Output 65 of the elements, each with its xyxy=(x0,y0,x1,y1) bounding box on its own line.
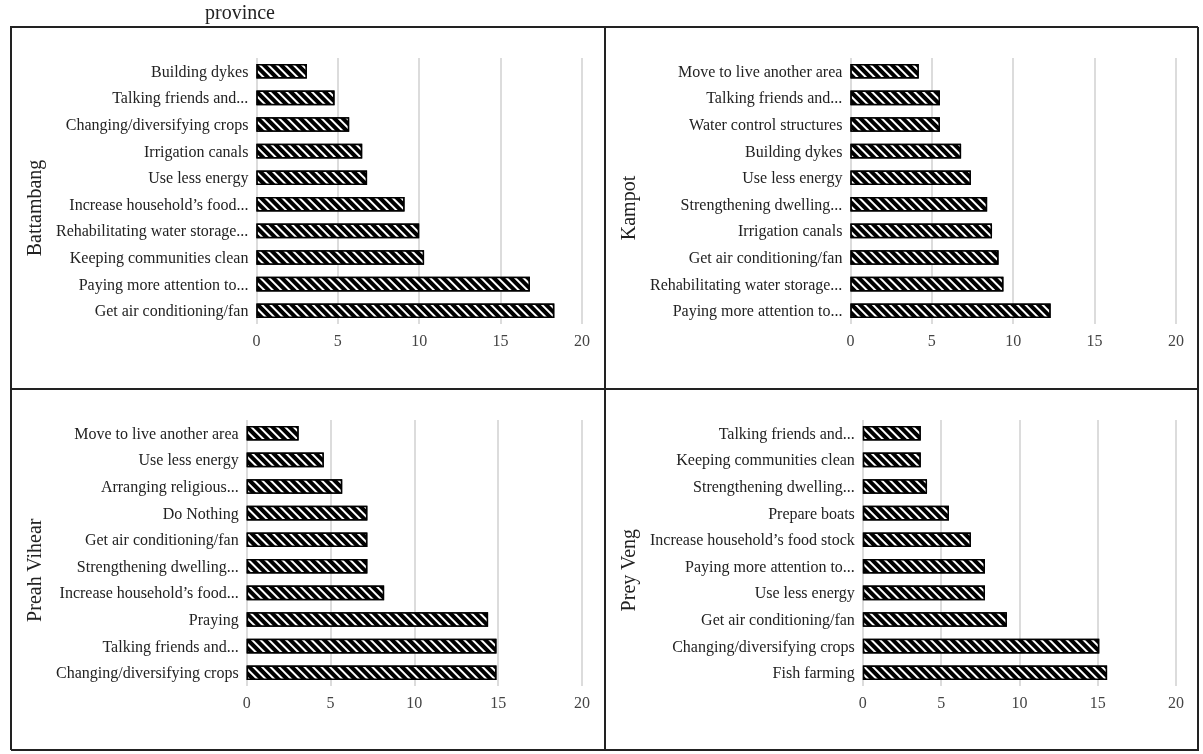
x-tick-label: 0 xyxy=(858,693,867,711)
y-tick-label: Get air conditioning/fan xyxy=(701,611,855,629)
y-tick-label: Fish farming xyxy=(772,664,855,683)
y-tick-label: Get air conditioning/fan xyxy=(84,531,239,550)
y-tick-label: Keeping communities clean xyxy=(676,451,855,470)
y-tick-label: Changing/diversifying crops xyxy=(672,637,855,656)
y-tick-label: Changing/diversifying crops xyxy=(65,116,249,134)
y-tick-label: Rehabilitating water storage... xyxy=(649,275,843,294)
y-tick-label: Move to live another area xyxy=(74,424,239,442)
x-tick-label: 15 xyxy=(490,693,507,711)
y-tick-label: Talking friends and... xyxy=(102,637,239,656)
y-axis-title: Kampot xyxy=(617,175,640,241)
y-tick-label: Changing/diversifying crops xyxy=(56,664,239,683)
x-tick-label: 20 xyxy=(1168,331,1184,349)
y-tick-label: Use less energy xyxy=(754,584,855,603)
y-axis-title: Battambang xyxy=(23,159,46,257)
y-tick-label: Do Nothing xyxy=(162,504,239,523)
x-tick-label: 20 xyxy=(1168,693,1184,711)
y-tick-label: Use less energy xyxy=(148,169,249,188)
y-tick-label: Talking friends and... xyxy=(706,89,843,108)
y-tick-label: Use less energy xyxy=(138,451,239,470)
y-tick-label: Praying xyxy=(188,611,239,629)
y-tick-label: Paying more attention to... xyxy=(685,557,855,576)
x-tick-label: 10 xyxy=(1005,331,1022,349)
x-tick-label: 10 xyxy=(406,693,423,711)
y-tick-label: Increase household’s food stock xyxy=(649,531,855,549)
y-tick-label: Move to live another area xyxy=(678,62,843,80)
y-tick-label: Get air conditioning/fan xyxy=(94,302,249,321)
x-tick-label: 0 xyxy=(846,331,855,349)
x-tick-label: 20 xyxy=(574,693,590,711)
x-tick-label: 0 xyxy=(252,331,261,349)
y-tick-label: Strengthening dwelling... xyxy=(76,557,239,576)
y-tick-label: Arranging religious... xyxy=(100,478,239,496)
y-tick-label: Irrigation canals xyxy=(143,142,249,161)
x-tick-label: 10 xyxy=(1011,693,1028,711)
y-tick-label: Strengthening dwelling... xyxy=(680,195,843,214)
x-tick-label: 15 xyxy=(1089,693,1106,711)
y-tick-label: Talking friends and... xyxy=(718,424,855,443)
x-tick-label: 10 xyxy=(411,331,428,349)
chart-title: province xyxy=(204,0,276,24)
y-tick-label: Rehabilitating water storage... xyxy=(55,222,249,241)
x-tick-label: 5 xyxy=(937,693,946,711)
y-tick-label: Water control structures xyxy=(689,116,843,133)
y-tick-label: Talking friends and... xyxy=(112,89,249,108)
x-tick-label: 15 xyxy=(1086,331,1103,349)
y-tick-label: Strengthening dwelling... xyxy=(693,478,855,496)
y-tick-label: Irrigation canals xyxy=(737,222,843,241)
y-tick-label: Increase household’s food... xyxy=(59,584,239,602)
y-tick-label: Paying more attention to... xyxy=(672,302,843,321)
x-tick-label: 5 xyxy=(333,331,342,349)
y-axis-title: Preah Vihear xyxy=(23,518,45,622)
y-tick-label: Building dykes xyxy=(151,62,249,81)
x-tick-label: 15 xyxy=(492,331,509,349)
x-tick-label: 0 xyxy=(242,693,251,711)
x-tick-label: 5 xyxy=(927,331,936,349)
y-tick-label: Use less energy xyxy=(742,169,843,188)
y-tick-label: Increase household’s food... xyxy=(69,195,249,213)
y-tick-label: Prepare boats xyxy=(768,504,855,523)
y-tick-label: Building dykes xyxy=(745,142,843,161)
x-tick-label: 20 xyxy=(574,331,590,349)
y-tick-label: Paying more attention to... xyxy=(78,275,249,294)
x-tick-label: 5 xyxy=(326,693,335,711)
y-tick-label: Keeping communities clean xyxy=(69,249,249,267)
y-tick-label: Get air conditioning/fan xyxy=(688,249,843,267)
y-axis-title: Prey Veng xyxy=(617,528,640,612)
